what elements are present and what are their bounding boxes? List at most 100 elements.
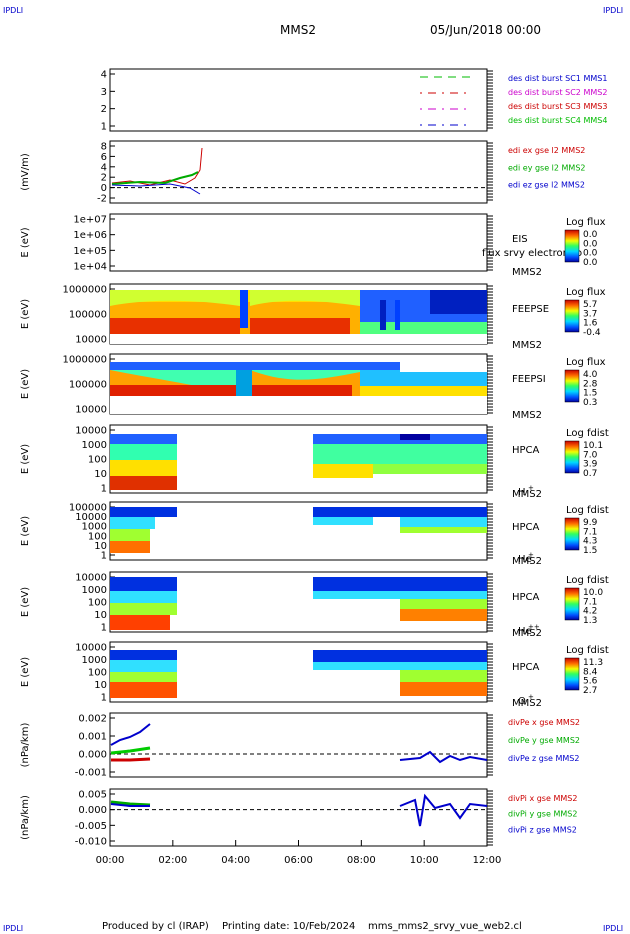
legend-entry: des dist burst SC1 MMS1 xyxy=(508,74,607,83)
figure-datetime: 05/Jun/2018 00:00 xyxy=(430,23,541,37)
colorbar-tick-label: 8.4 xyxy=(583,667,598,677)
y-tick-label: 1 xyxy=(101,693,107,704)
x-axis: 00:00 02:00 04:00 06:00 08:00 10:00 12:00 xyxy=(96,840,502,866)
y-tick-label: -0.005 xyxy=(75,821,107,832)
instrument-label: FEEPSI xyxy=(512,374,546,385)
legend-entry: edi ez gse l2 MMS2 xyxy=(508,181,585,190)
legend-entry: edi ey gse l2 MMS2 xyxy=(508,163,586,172)
y-tick-label: 0.000 xyxy=(78,805,107,816)
x-tick-label: 10:00 xyxy=(410,855,439,866)
legend-entry: edi ex gse l2 MMS2 xyxy=(508,146,585,155)
instrument-label: EIS xyxy=(512,234,528,245)
edi-traces xyxy=(111,147,203,195)
footer-file: mms_mms2_srvy_vue_web2.cl xyxy=(368,921,522,932)
x-tick-label: 02:00 xyxy=(158,855,187,866)
x-tick-label: 04:00 xyxy=(221,855,250,866)
y-tick-label: 10000 xyxy=(75,643,107,654)
instrument-label: HPCA xyxy=(512,522,540,533)
legend-entry: divPi x gse MMS2 xyxy=(508,794,577,803)
panel-frame xyxy=(109,788,488,847)
colorbar-tick-label: 3.7 xyxy=(583,309,597,319)
y-tick-label: 1000000 xyxy=(62,285,107,296)
panel-stack: 1 2 3 4 des dist burst SC1 MMS1 des dist burs… xyxy=(20,68,609,866)
x-tick-label: 06:00 xyxy=(284,855,313,866)
colorbar-title: Log flux xyxy=(566,217,606,228)
corner-label-bottom-left: IPDLI xyxy=(3,924,23,933)
legend-entry: des dist burst SC2 MMS2 xyxy=(508,88,607,97)
y-tick-label: 0.002 xyxy=(78,714,107,725)
spectrogram-imagery xyxy=(110,290,487,698)
y-tick-label: 10 xyxy=(94,541,107,552)
instrument-label: FEEPSE xyxy=(512,304,549,315)
colorbar-tick-label: 0.7 xyxy=(583,469,597,479)
y-tick-label: 10 xyxy=(94,680,107,691)
y-tick-label: 1e+04 xyxy=(73,262,107,273)
instrument-label: HPCA xyxy=(512,592,540,603)
y-tick-label: 0.000 xyxy=(78,750,107,761)
legend-entry: divPi y gse MMS2 xyxy=(508,810,577,819)
y-tick-label: 1000 xyxy=(82,522,107,533)
spacecraft-label: MMS2 xyxy=(512,628,542,639)
legend-entry: des dist burst SC3 MMS3 xyxy=(508,102,607,111)
species-charge: ++ xyxy=(528,623,540,631)
spacecraft-label: MMS2 xyxy=(512,340,542,351)
des-burst-segments xyxy=(420,76,470,126)
colorbar-tick-label: 1.6 xyxy=(583,319,598,329)
y-tick-label: 0 xyxy=(101,183,107,194)
legend-entry: divPe z gse MMS2 xyxy=(508,754,579,763)
species-charge: + xyxy=(528,551,534,559)
colorbar xyxy=(564,517,580,551)
x-tick-label: 12:00 xyxy=(473,855,502,866)
y-tick-label: -0.010 xyxy=(75,837,107,848)
colorbar-tick-label: 7.0 xyxy=(583,450,598,460)
panel-10: 0.002 0.001 0.000 -0.001 (nPa/km) divPe x gse… xyxy=(20,712,580,779)
spacecraft-label: MMS2 xyxy=(512,410,542,421)
y-tick-label: 2 xyxy=(101,173,107,184)
y-tick-label: 1e+07 xyxy=(73,215,107,226)
spacecraft-label: MMS2 xyxy=(512,267,542,278)
colorbar-tick-label: 0.3 xyxy=(583,398,597,408)
species-label: O xyxy=(518,696,526,707)
colorbar-tick-label: 0.0 xyxy=(583,258,598,268)
x-tick-label: 08:00 xyxy=(347,855,376,866)
panel-3: 1e+07 1e+06 1e+05 1e+04 E (eV) EIS MMS2 flux sr… xyxy=(20,213,606,278)
overlay-label: flux srvy electron to xyxy=(482,248,582,259)
figure-title: MMS2 xyxy=(280,23,316,37)
footer-produced: Produced by cl (IRAP) xyxy=(102,921,209,932)
y-axis-label: E (eV) xyxy=(20,299,31,329)
colorbar-tick-label: 7.1 xyxy=(583,597,597,607)
colorbar-tick-label: 4.3 xyxy=(583,537,597,547)
y-tick-label: 10000 xyxy=(75,335,107,346)
y-tick-label: 1000000 xyxy=(62,355,107,366)
y-tick-label: 1e+05 xyxy=(73,246,107,257)
legend-entry: divPi z gse MMS2 xyxy=(508,825,577,834)
y-axis-label: E (eV) xyxy=(20,227,31,257)
y-tick-label: 10 xyxy=(94,469,107,480)
x-tick-label: 00:00 xyxy=(96,855,125,866)
colorbar-tick-label: 10.0 xyxy=(583,588,603,598)
y-tick-label: 10000 xyxy=(75,512,107,523)
legend-entry: divPe y gse MMS2 xyxy=(508,736,580,745)
y-tick-label: 100 xyxy=(88,455,107,466)
corner-label-top-right: IPDLI xyxy=(603,6,623,15)
colorbar-tick-label: 0.0 xyxy=(583,249,598,259)
colorbar-tick-label: -0.4 xyxy=(583,328,601,338)
y-tick-label: 100000 xyxy=(69,503,107,514)
spacecraft-label: MMS2 xyxy=(512,489,542,500)
species-charge: + xyxy=(528,484,534,492)
hpca-he-spectrogram xyxy=(110,507,487,553)
colorbar-tick-label: 1.5 xyxy=(583,389,597,399)
y-axis-label: (mV/m) xyxy=(20,153,31,191)
corner-label-top-left: IPDLI xyxy=(3,6,23,15)
colorbar-title: Log flux xyxy=(566,357,606,368)
y-tick-label: -0.001 xyxy=(75,768,107,779)
instrument-label: HPCA xyxy=(512,445,540,456)
y-axis-label: (nPa/km) xyxy=(20,723,31,768)
colorbar xyxy=(564,657,580,691)
y-tick-label: 8 xyxy=(101,142,107,153)
y-tick-label: -2 xyxy=(97,194,107,205)
y-axis-label: E (eV) xyxy=(20,516,31,546)
line-traces xyxy=(110,76,488,827)
y-tick-label: 4 xyxy=(101,162,107,173)
